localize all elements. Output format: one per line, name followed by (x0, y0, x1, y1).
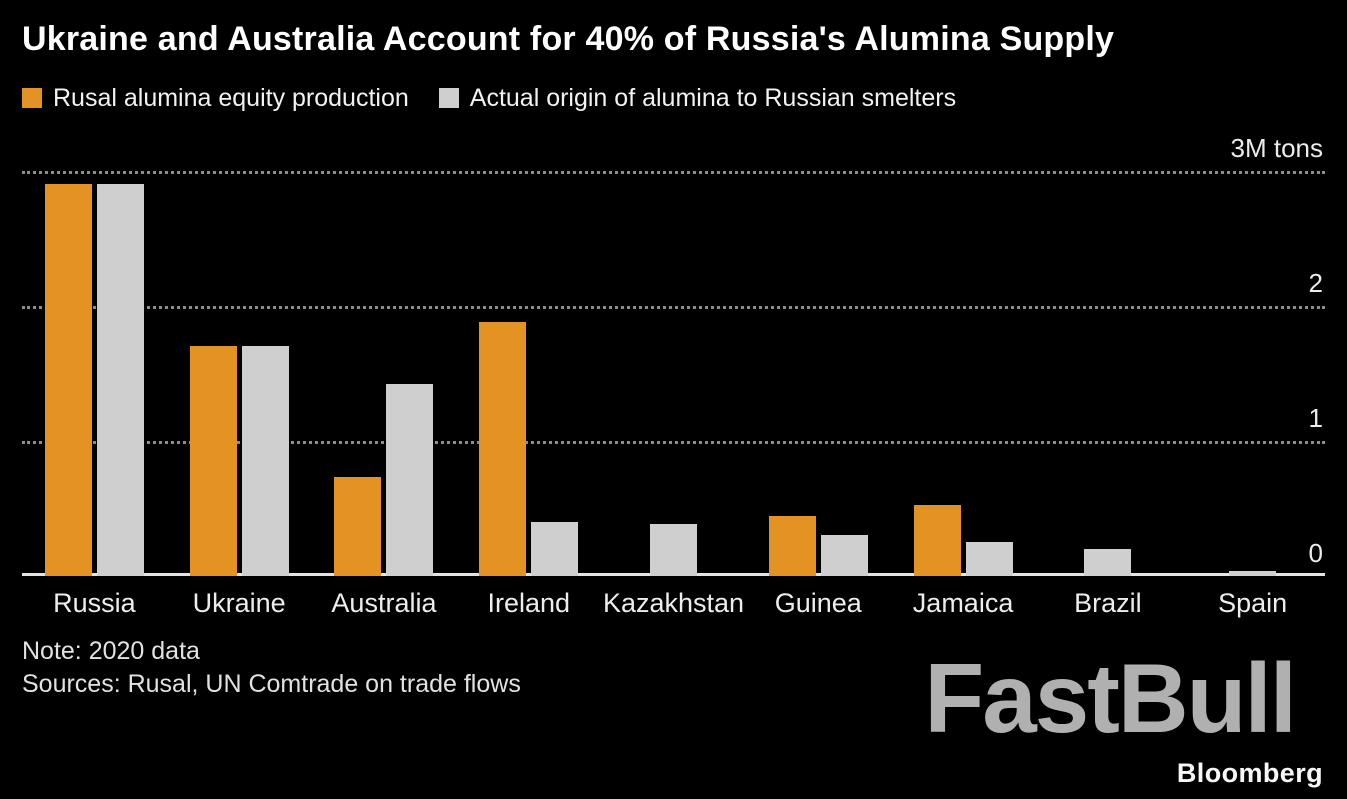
legend-swatch-icon (22, 88, 42, 109)
chart-title: Ukraine and Australia Account for 40% of… (22, 20, 1115, 58)
y-tick-label-3: 3M tons (1230, 132, 1324, 163)
legend-item: Actual origin of alumina to Russian smel… (438, 83, 957, 113)
bar (1229, 571, 1277, 576)
x-axis-label-ukraine: Ukraine (192, 587, 286, 618)
bar-group-ukraine (167, 346, 312, 576)
x-axis-label-australia: Australia (331, 587, 437, 618)
bar (820, 535, 868, 576)
gridline-1 (22, 440, 1325, 444)
bar (650, 524, 698, 576)
plot-area: 3M tons 2 1 0 (22, 135, 1325, 576)
bar (96, 184, 144, 576)
chart-footer: Note: 2020 data Sources: Rusal, UN Comtr… (22, 635, 1325, 702)
legend-label: Rusal alumina equity production (53, 83, 409, 112)
bar (479, 321, 527, 576)
bar-group-ireland (456, 321, 601, 576)
y-tick-label-1: 1 (1308, 402, 1323, 433)
bar (531, 521, 579, 576)
x-axis-labels: Russia Ukraine Australia Ireland Kazakhstan G… (22, 588, 1325, 619)
x-axis-label-ireland: Ireland (487, 587, 571, 618)
bar-group-russia (22, 184, 167, 576)
bar-groups (22, 171, 1325, 576)
bar-group-guinea (746, 516, 891, 576)
bar (768, 516, 816, 576)
bar (241, 346, 289, 576)
bar (1084, 548, 1132, 576)
x-axis-label-jamaica: Jamaica (912, 587, 1014, 618)
bar (334, 476, 382, 576)
x-axis-label-brazil: Brazil (1074, 587, 1142, 618)
legend-label: Actual origin of alumina to Russian smel… (469, 83, 957, 112)
note-text: Note: 2020 data (22, 636, 200, 665)
x-axis-label-kazakhstan: Kazakhstan (602, 587, 745, 618)
x-axis-label-russia: Russia (53, 587, 136, 618)
bloomberg-logo: Bloomberg (1176, 758, 1323, 788)
bar-group-australia (312, 383, 457, 576)
bar (189, 346, 237, 576)
bar-group-kazakhstan (601, 524, 746, 576)
y-tick-label-0: 0 (1308, 537, 1323, 568)
legend-item: Rusal alumina equity production (22, 84, 409, 113)
bar (913, 505, 961, 576)
bar (44, 184, 92, 576)
gridline-3 (22, 170, 1325, 174)
gridline-2 (22, 305, 1325, 309)
bar-group-brazil (1035, 548, 1180, 576)
sources-text: Sources: Rusal, UN Comtrade on trade flo… (22, 670, 521, 699)
y-tick-label-2: 2 (1308, 267, 1323, 298)
bar (386, 383, 434, 576)
legend: Rusal alumina equity production Actual or… (22, 84, 1325, 113)
bar (965, 541, 1013, 576)
legend-swatch-icon (438, 88, 459, 109)
bar-group-jamaica (891, 505, 1036, 576)
x-axis-label-guinea: Guinea (774, 587, 862, 618)
x-axis-label-spain: Spain (1218, 587, 1288, 618)
bar-group-spain (1180, 571, 1325, 576)
